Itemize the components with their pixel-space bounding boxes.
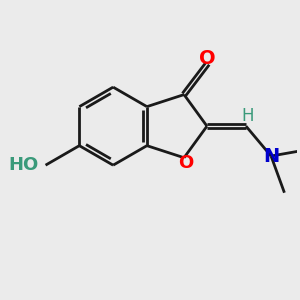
Text: O: O: [199, 49, 216, 68]
Text: O: O: [178, 154, 193, 172]
Text: N: N: [263, 146, 279, 166]
Text: H: H: [241, 107, 254, 125]
Text: HO: HO: [8, 156, 38, 174]
